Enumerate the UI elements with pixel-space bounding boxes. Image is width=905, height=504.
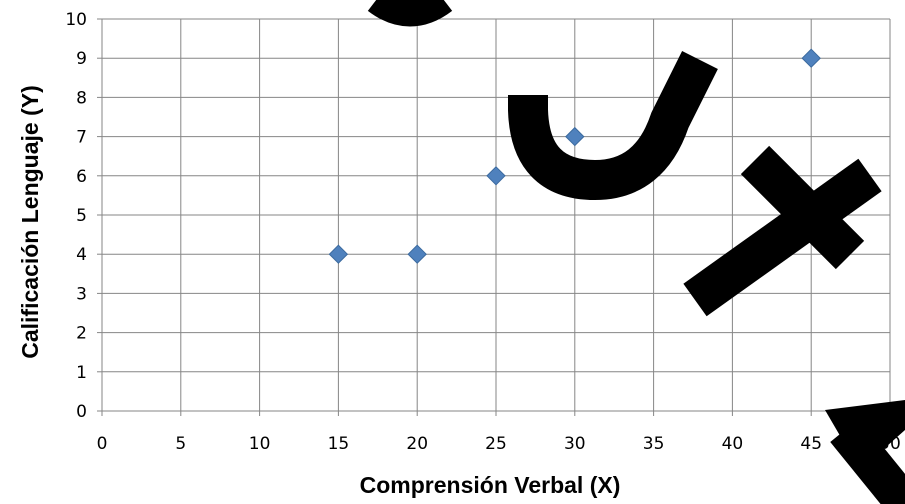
x-tick-label: 45 xyxy=(800,434,822,454)
y-tick-label: 8 xyxy=(76,88,87,108)
watermark-stroke xyxy=(530,0,545,40)
y-tick-label: 6 xyxy=(76,167,87,187)
y-tick-label: 4 xyxy=(76,245,87,265)
watermark-stroke xyxy=(508,51,718,201)
y-tick-label: 10 xyxy=(65,10,87,30)
x-tick-label: 15 xyxy=(328,434,350,454)
x-tick-label: 25 xyxy=(485,434,507,454)
watermark xyxy=(367,0,905,504)
x-tick-label: 35 xyxy=(643,434,665,454)
data-point xyxy=(407,244,427,264)
x-tick-label: 40 xyxy=(722,434,744,454)
x-tick-label: 5 xyxy=(175,434,186,454)
y-tick-label: 9 xyxy=(76,49,87,69)
y-tick-label: 5 xyxy=(76,206,87,226)
y-tick-label: 0 xyxy=(76,402,87,422)
y-tick-label: 2 xyxy=(76,324,87,344)
y-axis-title: Calificación Lenguaje (Y) xyxy=(17,85,43,359)
axes xyxy=(97,18,891,416)
x-tick-label: 30 xyxy=(564,434,586,454)
data-point xyxy=(565,126,585,147)
watermark-stroke xyxy=(683,158,882,317)
data-point xyxy=(801,48,821,68)
watermark-stroke xyxy=(830,418,905,504)
watermark-stroke xyxy=(367,0,453,27)
data-point xyxy=(328,244,349,264)
gridlines xyxy=(102,18,891,411)
y-tick-label: 1 xyxy=(76,363,87,383)
data-points xyxy=(328,48,821,264)
x-tick-label: 20 xyxy=(406,434,428,454)
watermark-stroke xyxy=(740,145,865,270)
data-point xyxy=(486,166,506,186)
y-tick-label: 3 xyxy=(76,284,87,304)
x-tick-label: 0 xyxy=(97,434,108,454)
y-tick-label: 7 xyxy=(76,128,87,148)
x-tick-label: 10 xyxy=(249,434,271,454)
x-axis-title: Comprensión Verbal (X) xyxy=(360,472,621,498)
